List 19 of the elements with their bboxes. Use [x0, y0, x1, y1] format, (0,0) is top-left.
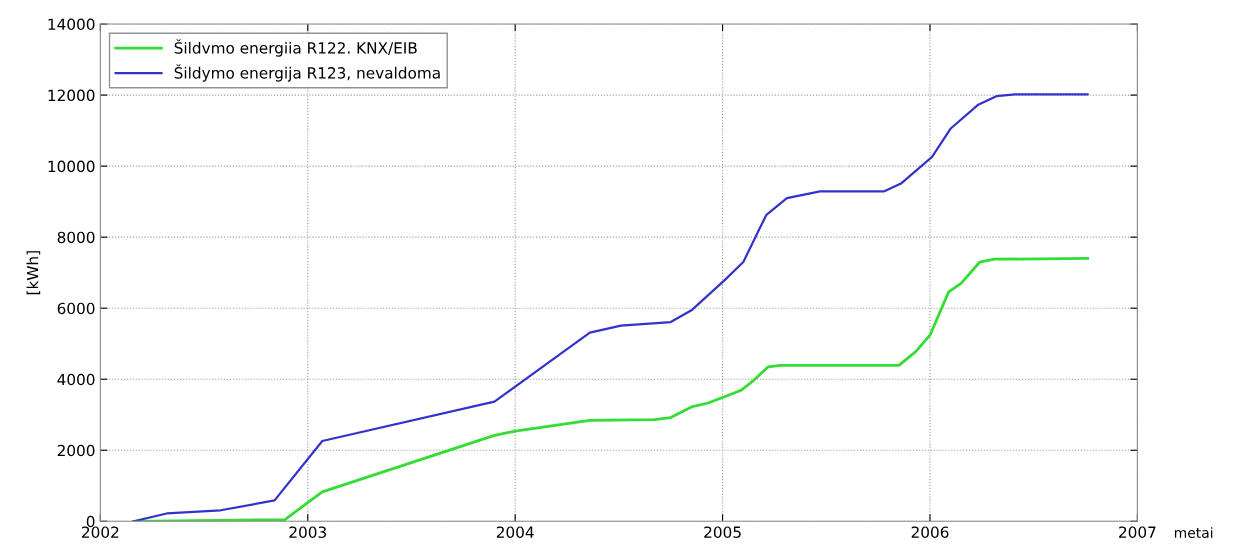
y-axis-title: [kWh]	[26, 251, 41, 295]
x-tick-label: 2002	[82, 526, 119, 538]
x-axis-title: metai	[1174, 527, 1213, 539]
y-tick-label: 2000	[57, 444, 95, 457]
x-tick-label: 2006	[911, 526, 949, 538]
x-tick-label: 2003	[289, 526, 326, 538]
y-tick-label: 6000	[57, 302, 95, 315]
y-tick-label: 4000	[57, 373, 95, 386]
y-tick-label: 10000	[48, 160, 95, 173]
legend-label: Šildymo energija R123, nevaldoma	[174, 64, 440, 82]
legend-label: Šildvmo energiia R122. KNX/EIB	[174, 39, 417, 57]
x-tick-label: 2005	[704, 526, 741, 538]
y-tick-label: 14000	[48, 18, 95, 31]
y-tick-label: 8000	[57, 231, 95, 244]
x-tick-label: 2004	[496, 526, 534, 538]
y-tick-label: 12000	[48, 89, 95, 102]
line-series	[132, 93, 1089, 522]
y-tick-label: 0	[86, 515, 95, 528]
x-tick-label: 2007	[1119, 526, 1156, 538]
